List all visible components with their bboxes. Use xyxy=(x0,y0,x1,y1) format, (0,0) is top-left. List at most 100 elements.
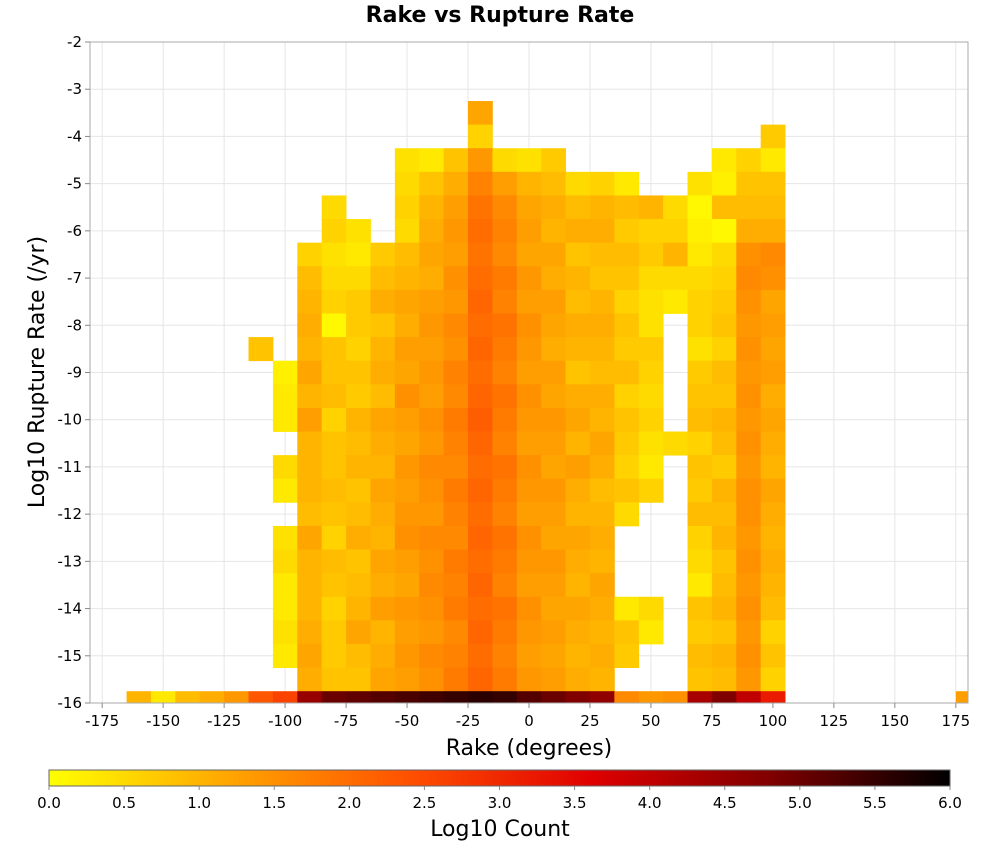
heatmap-cell xyxy=(687,596,713,621)
heatmap-cell xyxy=(272,478,298,503)
heatmap-cell xyxy=(687,667,713,692)
heatmap-cell xyxy=(419,455,445,480)
heatmap-cell xyxy=(321,384,347,409)
heatmap-cell xyxy=(297,643,323,668)
heatmap-cell xyxy=(516,266,542,291)
heatmap-cell xyxy=(516,691,542,704)
heatmap-cell xyxy=(736,596,762,621)
heatmap-cell xyxy=(419,502,445,527)
heatmap-cell xyxy=(589,266,615,291)
heatmap-cell xyxy=(663,219,688,244)
heatmap-cell xyxy=(443,573,469,598)
heatmap-cell xyxy=(736,384,762,409)
heatmap-cell xyxy=(760,171,786,196)
heatmap-cell xyxy=(687,620,713,645)
heatmap-cell xyxy=(468,502,493,527)
x-tick-label: -125 xyxy=(207,712,241,730)
heatmap-cell xyxy=(589,667,615,692)
heatmap-cell xyxy=(760,407,786,432)
heatmap-cell xyxy=(736,525,762,550)
heatmap-cell xyxy=(589,431,615,456)
heatmap-cell xyxy=(394,360,420,385)
heatmap-cell xyxy=(321,431,347,456)
heatmap-cell xyxy=(687,266,713,291)
heatmap-cell xyxy=(321,242,347,267)
heatmap-cell xyxy=(419,171,445,196)
heatmap-cell xyxy=(736,667,762,692)
heatmap-cell xyxy=(297,360,323,385)
heatmap-cell xyxy=(711,266,737,291)
colorbar-tick-label: 3.5 xyxy=(563,794,587,812)
heatmap-cell xyxy=(297,667,323,692)
heatmap-cell xyxy=(346,691,371,704)
heatmap-cell xyxy=(321,667,347,692)
heatmap-cell xyxy=(346,431,371,456)
heatmap-cell xyxy=(687,407,713,432)
heatmap-cell xyxy=(565,691,591,704)
heatmap-cell xyxy=(760,289,786,314)
heatmap-cells xyxy=(126,101,969,704)
heatmap-cell xyxy=(516,289,542,314)
heatmap-cell xyxy=(370,525,396,550)
heatmap-cell xyxy=(565,337,591,362)
heatmap-cell xyxy=(468,101,493,126)
heatmap-cell xyxy=(370,431,396,456)
heatmap-cell xyxy=(346,266,371,291)
heatmap-cell xyxy=(394,525,420,550)
heatmap-cell xyxy=(394,431,420,456)
heatmap-cell xyxy=(565,171,591,196)
heatmap-cell xyxy=(638,337,664,362)
heatmap-cell xyxy=(150,691,176,704)
heatmap-cell xyxy=(589,573,615,598)
heatmap-cell xyxy=(516,549,542,574)
heatmap-cell xyxy=(687,313,713,338)
heatmap-cell xyxy=(346,620,371,645)
y-tick-label: -5 xyxy=(67,175,82,193)
heatmap-cell xyxy=(394,313,420,338)
heatmap-cell xyxy=(736,360,762,385)
y-tick-label: -11 xyxy=(58,458,83,476)
heatmap-cell xyxy=(516,525,542,550)
heatmap-cell xyxy=(492,266,518,291)
heatmap-cell xyxy=(346,360,371,385)
heatmap-cell xyxy=(565,573,591,598)
heatmap-cell xyxy=(370,360,396,385)
heatmap-cell xyxy=(321,478,347,503)
heatmap-cell xyxy=(565,478,591,503)
heatmap-cell xyxy=(321,313,347,338)
heatmap-cell xyxy=(468,171,493,196)
heatmap-cell xyxy=(468,596,493,621)
heatmap-cell xyxy=(272,360,298,385)
heatmap-cell xyxy=(419,620,445,645)
heatmap-cell xyxy=(589,195,615,220)
heatmap-cell xyxy=(346,478,371,503)
heatmap-cell xyxy=(492,573,518,598)
heatmap-cell xyxy=(394,549,420,574)
heatmap-cell xyxy=(370,337,396,362)
heatmap-cell xyxy=(760,596,786,621)
heatmap-cell xyxy=(589,384,615,409)
heatmap-cell xyxy=(516,455,542,480)
heatmap-cell xyxy=(760,384,786,409)
colorbar-tick-label: 5.5 xyxy=(863,794,887,812)
heatmap-cell xyxy=(589,596,615,621)
heatmap-cell xyxy=(687,502,713,527)
heatmap-cell xyxy=(736,242,762,267)
heatmap-cell xyxy=(394,502,420,527)
heatmap-cell xyxy=(468,620,493,645)
heatmap-cell xyxy=(687,549,713,574)
heatmap-cell xyxy=(443,266,469,291)
heatmap-cell xyxy=(541,525,566,550)
heatmap-cell xyxy=(468,573,493,598)
heatmap-cell xyxy=(443,384,469,409)
heatmap-cell xyxy=(736,502,762,527)
heatmap-cell xyxy=(394,667,420,692)
x-tick-label: -25 xyxy=(456,712,481,730)
heatmap-cell xyxy=(468,195,493,220)
heatmap-cell xyxy=(346,219,371,244)
heatmap-cell xyxy=(565,384,591,409)
y-tick-label: -6 xyxy=(67,222,82,240)
heatmap-cell xyxy=(614,596,640,621)
heatmap-cell xyxy=(589,502,615,527)
